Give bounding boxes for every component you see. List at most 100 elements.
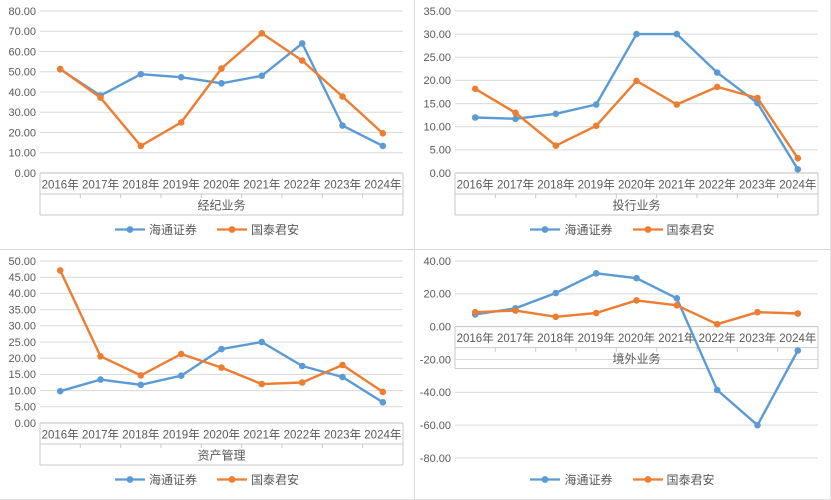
category-label: 2022年 — [699, 178, 736, 192]
chart-panel-overseas: -80.00 -60.00 -40.00 -20.00 0.00 20.00 40.00 20… — [415, 250, 830, 499]
data-point — [673, 30, 681, 38]
line-marker-icon — [530, 476, 561, 483]
legend-label: 海通证券 — [564, 473, 613, 487]
y-tick-label: 25.00 — [8, 337, 36, 349]
data-point — [592, 122, 600, 130]
y-tick-label: 10.00 — [423, 122, 451, 134]
data-point — [512, 109, 519, 117]
chart-legend: 海通证券 国泰君安 — [0, 221, 414, 238]
y-tick-label: 10.00 — [8, 148, 36, 160]
y-tick-label: 50.00 — [8, 256, 36, 268]
line-chart-investment-banking: 0.00 5.00 10.00 15.00 20.00 25.00 30.00 35.00 20… — [423, 6, 819, 216]
data-point — [97, 376, 104, 383]
data-point — [339, 93, 346, 100]
category-label: 2016年 — [457, 331, 494, 345]
data-point — [298, 40, 306, 47]
category-label: 2021年 — [243, 178, 280, 192]
legend-item-haitong: 海通证券 — [530, 471, 613, 488]
y-tick-label: 40.00 — [8, 87, 36, 99]
data-point — [379, 388, 387, 396]
data-point — [258, 72, 266, 80]
y-tick-label: 30.00 — [8, 321, 36, 333]
data-point — [794, 310, 802, 317]
data-point — [794, 166, 802, 173]
category-label: 2016年 — [42, 178, 79, 192]
data-point — [218, 345, 225, 353]
category-label: 2021年 — [658, 331, 695, 345]
data-point — [633, 297, 640, 304]
data-point — [177, 73, 185, 81]
data-point — [379, 130, 387, 137]
chart-panel-brokerage: 0.00 10.00 20.00 30.00 40.00 50.00 60.00 70.00 8… — [0, 0, 415, 250]
category-label: 2024年 — [364, 178, 401, 192]
category-label: 2022年 — [284, 428, 321, 442]
y-tick-label: 25.00 — [423, 52, 451, 64]
y-tick-label: 40.00 — [8, 288, 36, 300]
data-point — [673, 101, 681, 108]
data-point — [258, 30, 266, 37]
data-point — [633, 77, 640, 85]
legend-item-guotai: 国泰君安 — [217, 471, 299, 488]
y-tick-label: 15.00 — [423, 98, 451, 110]
data-point — [512, 307, 519, 314]
data-point — [137, 372, 145, 379]
data-point — [97, 94, 104, 101]
category-label: 2020年 — [203, 428, 240, 442]
data-point — [552, 142, 560, 149]
y-tick-label: 35.00 — [8, 304, 36, 316]
series-line-1 — [474, 79, 799, 160]
line-chart-asset-management: 0.00 5.00 10.00 15.00 20.00 25.00 30.00 35.00 40… — [8, 256, 404, 466]
series-line-0 — [59, 42, 384, 148]
line-marker-icon — [217, 476, 247, 483]
category-label: 2017年 — [82, 178, 119, 192]
data-point — [754, 94, 761, 102]
line-chart-brokerage: 0.00 10.00 20.00 30.00 40.00 50.00 60.00 70.00 8… — [8, 6, 404, 216]
y-tick-label: 40.00 — [423, 256, 451, 268]
data-point — [379, 142, 387, 150]
y-tick-label: 0.00 — [430, 321, 451, 333]
data-point — [339, 373, 346, 381]
category-label: 2019年 — [163, 178, 200, 192]
chart-legend: 海通证券 国泰君安 — [415, 471, 830, 488]
chart-panel-investment-banking: 0.00 5.00 10.00 15.00 20.00 25.00 30.00 35.00 20… — [415, 0, 830, 250]
category-label: 2020年 — [618, 331, 655, 345]
category-label: 2019年 — [163, 428, 200, 442]
data-point — [298, 57, 306, 64]
legend-label: 国泰君安 — [251, 223, 300, 237]
data-point — [512, 115, 519, 123]
y-tick-label: 20.00 — [423, 75, 451, 87]
data-point — [592, 101, 600, 108]
data-point — [592, 309, 600, 317]
data-point — [633, 274, 640, 282]
data-point — [218, 65, 225, 72]
y-tick-label: 80.00 — [8, 6, 36, 18]
data-point — [754, 421, 761, 429]
y-tick-label: -20.00 — [420, 354, 451, 366]
legend-label: 国泰君安 — [666, 473, 715, 487]
data-point — [177, 372, 185, 379]
category-label: 2023年 — [324, 428, 361, 442]
y-tick-label: 50.00 — [8, 67, 36, 79]
line-marker-icon — [114, 476, 145, 483]
data-point — [471, 114, 479, 121]
data-point — [177, 350, 185, 358]
data-point — [713, 83, 721, 91]
y-tick-label: 60.00 — [8, 46, 36, 58]
axis-title: 境外业务 — [612, 351, 660, 366]
category-label: 2021年 — [658, 178, 695, 192]
data-point — [713, 386, 721, 394]
category-label: 2019年 — [578, 178, 615, 192]
category-label: 2017年 — [497, 178, 534, 192]
legend-item-haitong: 海通证券 — [114, 471, 197, 488]
category-label: 2020年 — [618, 178, 655, 192]
y-tick-label: 30.00 — [8, 107, 36, 119]
data-point — [218, 364, 225, 371]
data-point — [339, 361, 346, 369]
y-tick-label: -60.00 — [420, 420, 451, 432]
category-label: 2023年 — [739, 331, 776, 345]
y-tick-label: 5.00 — [15, 402, 36, 414]
category-label: 2018年 — [537, 331, 574, 345]
series-line-1 — [59, 32, 384, 148]
category-label: 2022年 — [284, 178, 321, 192]
data-point — [137, 70, 145, 78]
